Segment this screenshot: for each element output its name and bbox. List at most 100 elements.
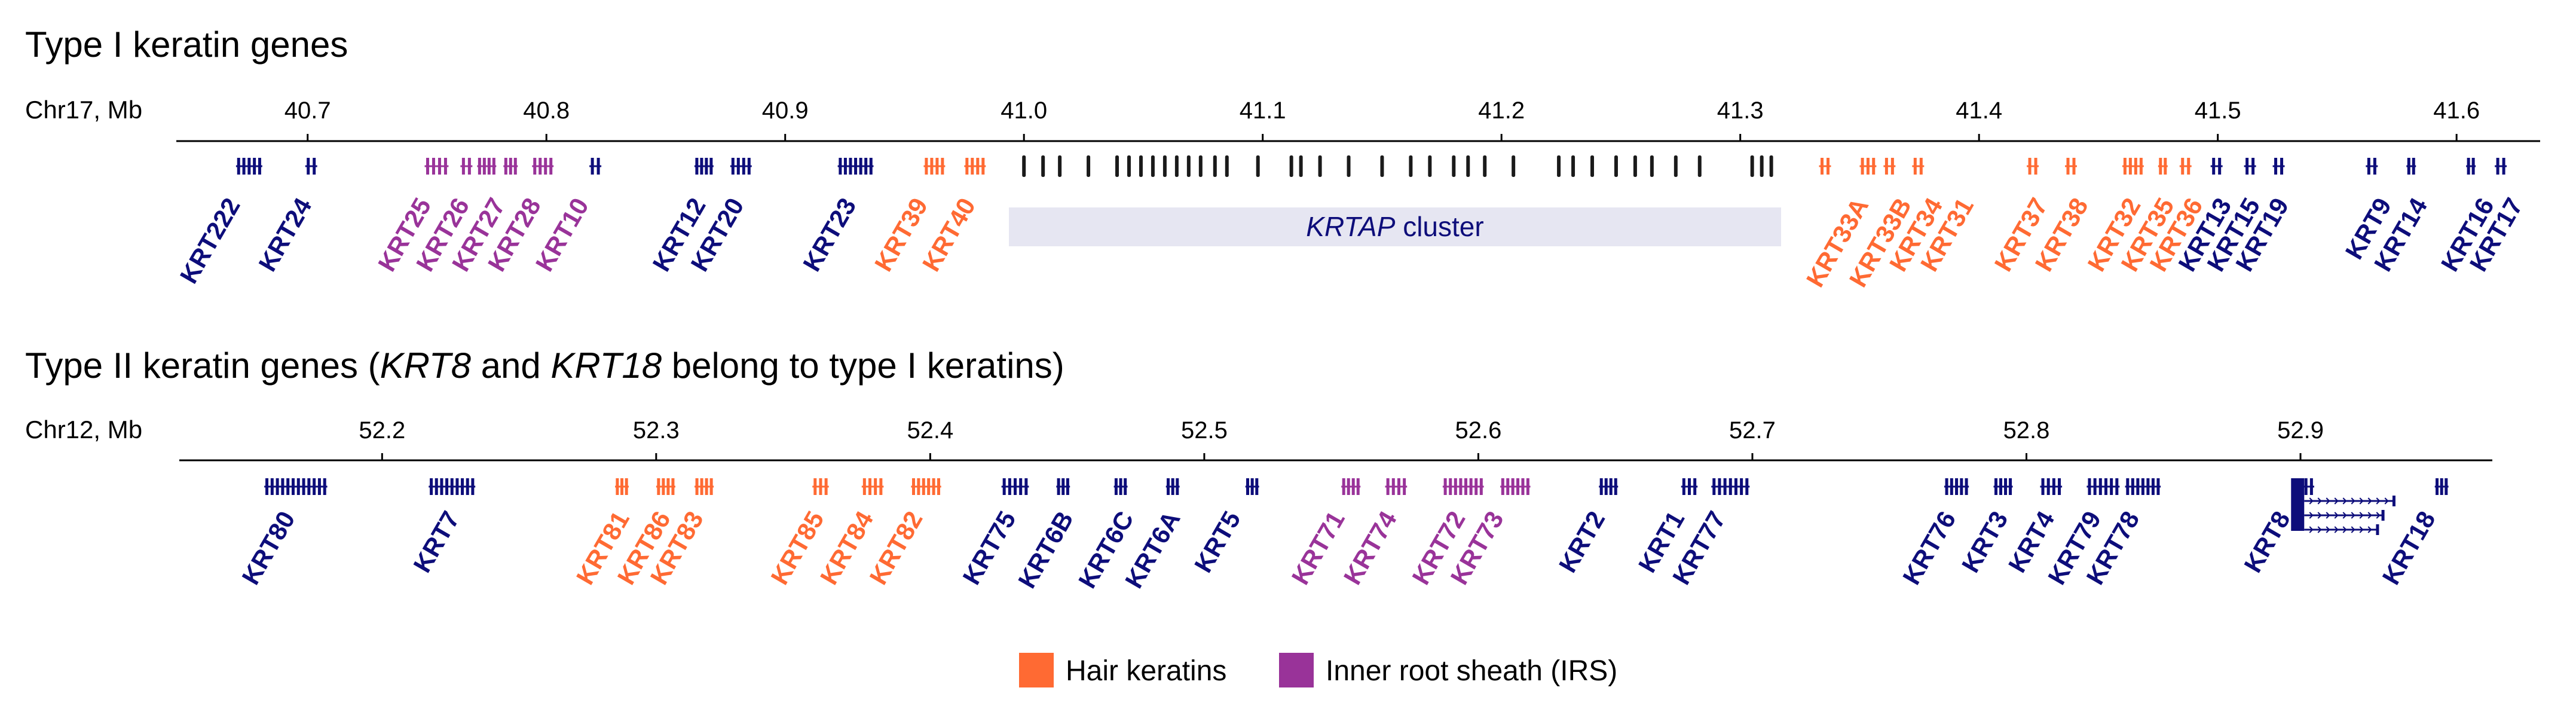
tick-label: 41.3 — [1717, 97, 1764, 124]
krtap-gene-mark — [1151, 155, 1155, 177]
legend-label: Inner root sheath (IRS) — [1326, 655, 1617, 687]
panel-title: Type I keratin genes — [25, 25, 348, 65]
gene-krt78 — [2125, 478, 2161, 495]
gene-krt18 — [2434, 478, 2449, 495]
gene-label: KRT18 — [2377, 506, 2441, 589]
gene-krt79 — [2087, 478, 2120, 495]
krtap-gene-mark — [1198, 155, 1203, 177]
panel-type-1: Type I keratin genes Chr17, Mb 40.7 40.8 40.… — [25, 25, 2540, 292]
gene-label: KRT5 — [1189, 506, 1246, 577]
cluster-italic: KRTAP — [1306, 211, 1395, 242]
krtap-gene-mark — [1428, 155, 1432, 177]
gene-krt37 — [2027, 158, 2039, 175]
title-part: and — [471, 346, 550, 386]
gene-krt80 — [264, 478, 328, 495]
chromosome-label: Chr17, Mb — [25, 96, 142, 124]
gene-krt86 — [656, 478, 675, 495]
gene-krt14 — [2406, 158, 2416, 175]
krtap-gene-mark — [1213, 155, 1217, 177]
gene-label: KRT2 — [1553, 506, 1611, 577]
tick-label: 52.8 — [2003, 417, 2050, 444]
krtap-gene-mark — [1409, 155, 1413, 177]
tick-label: 52.4 — [907, 417, 953, 444]
krtap-cluster-box — [1009, 207, 1781, 246]
gene-krt4 — [2040, 478, 2063, 495]
chromosome-label: Chr12, Mb — [25, 415, 142, 444]
tick-label: 40.8 — [523, 97, 570, 124]
gene-krt81 — [615, 478, 629, 495]
krtap-gene-mark — [1225, 155, 1229, 177]
tick-label: 41.0 — [1001, 97, 1047, 124]
gene-krt2 — [1599, 478, 1619, 495]
gene-krt6a — [1165, 478, 1180, 495]
tick-label: 40.7 — [284, 97, 331, 124]
gene-krt33b — [1859, 158, 1877, 175]
gene-krt10b — [589, 158, 602, 175]
gene-krt17 — [2495, 158, 2507, 175]
krtap-gene-mark — [1483, 155, 1487, 177]
gene-krt77 — [1711, 478, 1750, 495]
krtap-gene-mark — [1571, 155, 1575, 177]
krtap-gene-mark — [1256, 155, 1260, 177]
panel-title: Type II keratin genes (KRT8 and KRT18 be… — [25, 346, 1064, 386]
krtap-gene-mark — [1289, 155, 1293, 177]
gene-krt25 — [424, 158, 449, 175]
gene-krt6c — [1113, 478, 1128, 495]
gene-krt28 — [503, 158, 518, 175]
tick-label: 41.6 — [2433, 97, 2480, 124]
gene-krt34 — [1883, 158, 1896, 175]
tick-label: 52.6 — [1455, 417, 1502, 444]
gene-krt1 — [1681, 478, 1698, 495]
legend-swatch — [1019, 653, 1054, 687]
gene-krt16 — [2466, 158, 2476, 175]
krtap-gene-mark — [1186, 155, 1191, 177]
krtap-gene-mark — [1650, 155, 1654, 177]
gene-label: KRT3 — [1956, 506, 2014, 577]
gene-krt26 — [460, 158, 473, 175]
legend: Hair keratins Inner root sheath (IRS) — [1019, 653, 1617, 687]
krtap-cluster-label: KRTAP cluster — [1306, 211, 1483, 242]
legend-label: Hair keratins — [1066, 655, 1226, 687]
gene-krt13 — [2210, 158, 2223, 175]
tick-label: 41.5 — [2195, 97, 2241, 124]
tick-label: 52.7 — [1729, 417, 1776, 444]
gene-krt40 — [964, 158, 986, 175]
title-part: Type II keratin genes ( — [25, 346, 380, 386]
tick-label: 40.9 — [762, 97, 809, 124]
gene-label: KRT74 — [1338, 506, 1403, 589]
gene-krt27 — [477, 158, 497, 175]
gene-krt73 — [1500, 478, 1531, 495]
title-part: belong to type I keratins) — [662, 346, 1064, 386]
gene-krt24 — [305, 158, 317, 175]
title-part: KRT8 — [380, 346, 472, 386]
gene-krt39 — [923, 158, 946, 175]
krtap-gene-mark — [1750, 155, 1754, 177]
tick-label: 52.2 — [359, 417, 405, 444]
gene-krt32 — [2122, 158, 2144, 175]
krtap-gene-mark — [1697, 155, 1702, 177]
gene-krt31 — [1912, 158, 1925, 175]
gene-krt5 — [1245, 478, 1259, 495]
gene-krt75 — [1001, 478, 1029, 495]
krtap-gene-mark — [1590, 155, 1595, 177]
gene-krt35 — [2158, 158, 2168, 175]
gene-label: KRT222 — [175, 193, 246, 288]
gene-krt23 — [837, 158, 874, 175]
krtap-gene-mark — [1760, 155, 1764, 177]
gene-krt222 — [235, 158, 262, 175]
gene-krt33a — [1819, 158, 1831, 175]
tick-label: 41.1 — [1240, 97, 1286, 124]
gene-label: KRT80 — [236, 506, 300, 589]
krtap-gene-mark — [1452, 155, 1456, 177]
gene-label: KRT23 — [797, 193, 861, 276]
gene-krt9 — [2366, 158, 2378, 175]
gene-krt82 — [911, 478, 941, 495]
gene-krt83 — [695, 478, 714, 495]
krtap-gene-mark — [1041, 155, 1045, 177]
gene-krt85 — [812, 478, 829, 495]
krtap-gene-mark — [1769, 155, 1773, 177]
tick-label: 52.5 — [1181, 417, 1228, 444]
krtap-gene-mark — [1127, 155, 1131, 177]
gene-label: KRT8 — [2238, 506, 2296, 577]
krtap-gene-mark — [1162, 155, 1167, 177]
